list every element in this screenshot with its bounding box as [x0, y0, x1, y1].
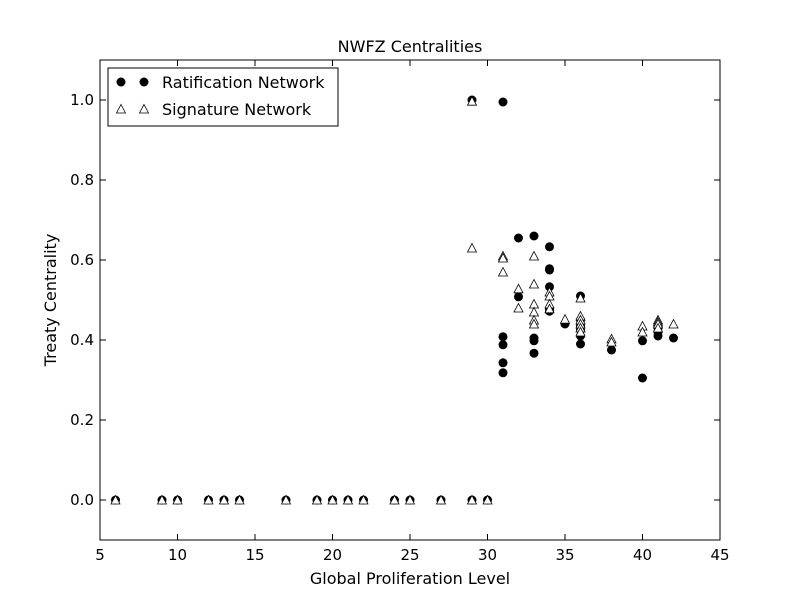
- data-point-ratification: [529, 348, 539, 358]
- plot-points: [110, 95, 679, 505]
- y-tick-label: 0.2: [70, 411, 94, 429]
- data-point-signature: [358, 494, 369, 505]
- data-point-signature: [575, 326, 586, 337]
- data-point-signature: [327, 494, 338, 505]
- data-point-ratification: [498, 340, 508, 350]
- data-point-ratification: [498, 358, 508, 368]
- data-point-signature: [466, 242, 478, 253]
- data-point-ratification: [545, 242, 554, 252]
- x-tick-label: 30: [478, 546, 497, 564]
- data-point-signature: [342, 494, 354, 505]
- data-point-ratification: [576, 339, 585, 349]
- y-tick-label: 1.0: [70, 91, 94, 109]
- data-point-signature: [156, 494, 168, 505]
- y-axis: 0.0 0.2 0.4 0.6 0.8 1.0: [70, 91, 720, 509]
- data-point-ratification: [529, 231, 539, 241]
- legend-marker-ratification: [116, 77, 126, 87]
- x-tick-label: 20: [323, 546, 342, 564]
- x-tick-label: 10: [168, 546, 187, 564]
- data-point-ratification: [514, 233, 523, 243]
- data-point-signature: [203, 494, 214, 505]
- data-point-signature: [466, 95, 478, 106]
- data-point-signature: [637, 326, 648, 337]
- y-tick-label: 0.0: [70, 491, 94, 509]
- x-tick-label: 25: [400, 546, 419, 564]
- data-point-signature: [497, 266, 509, 277]
- data-point-ratification: [529, 336, 539, 346]
- legend: Ratification Network Signature Network: [107, 67, 339, 127]
- data-point-signature: [172, 494, 183, 505]
- data-point-ratification: [498, 332, 508, 342]
- data-point-signature: [544, 303, 555, 314]
- legend-marker-ratification: [139, 77, 149, 87]
- data-point-signature: [404, 494, 416, 505]
- y-tick-label: 0.4: [70, 331, 94, 349]
- legend-label-signature: Signature Network: [162, 100, 312, 119]
- data-point-signature: [497, 252, 509, 263]
- data-point-signature: [513, 283, 524, 294]
- data-point-signature: [513, 302, 524, 313]
- data-point-ratification: [514, 292, 523, 302]
- data-point-ratification: [638, 336, 647, 346]
- data-point-ratification: [607, 345, 616, 355]
- data-point-signature: [482, 494, 493, 505]
- data-point-signature: [606, 336, 617, 347]
- x-tick-label: 5: [95, 546, 105, 564]
- y-axis-label: Treaty Centrality: [41, 234, 60, 368]
- x-axis: 5 10 15 20 25 30 35 40 45: [95, 60, 730, 564]
- data-point-ratification: [545, 265, 554, 275]
- data-point-ratification: [498, 368, 508, 378]
- x-tick-label: 15: [245, 546, 264, 564]
- series-signature: [110, 95, 679, 505]
- legend-marker-signature: [115, 103, 127, 114]
- x-axis-label: Global Proliferation Level: [310, 569, 510, 588]
- data-point-signature: [110, 494, 121, 505]
- data-point-signature: [652, 322, 664, 333]
- legend-marker-signature: [138, 103, 150, 114]
- data-point-signature: [218, 494, 230, 505]
- data-point-signature: [280, 494, 292, 505]
- chart-title: NWFZ Centralities: [338, 37, 483, 56]
- x-tick-label: 35: [555, 546, 574, 564]
- data-point-signature: [389, 494, 400, 505]
- data-point-signature: [575, 292, 586, 303]
- legend-label-ratification: Ratification Network: [162, 73, 325, 92]
- data-point-signature: [311, 494, 323, 505]
- data-point-signature: [234, 494, 245, 505]
- x-tick-label: 45: [710, 546, 729, 564]
- y-tick-label: 0.6: [70, 251, 94, 269]
- data-point-signature: [668, 318, 679, 329]
- data-point-ratification: [498, 97, 508, 107]
- data-point-signature: [435, 494, 447, 505]
- data-point-ratification: [669, 333, 678, 343]
- x-tick-label: 40: [633, 546, 652, 564]
- data-point-signature: [559, 313, 571, 324]
- data-point-signature: [528, 278, 540, 289]
- legend-box: [107, 67, 339, 127]
- data-point-signature: [466, 494, 478, 505]
- y-tick-label: 0.8: [70, 171, 94, 189]
- data-point-signature: [528, 318, 540, 329]
- data-point-ratification: [653, 331, 663, 341]
- data-point-ratification: [638, 373, 647, 383]
- data-point-signature: [528, 250, 540, 261]
